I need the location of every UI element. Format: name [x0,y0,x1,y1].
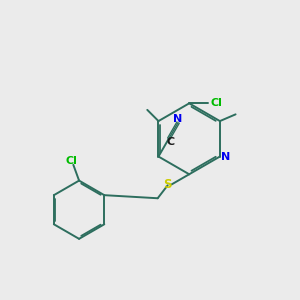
Text: S: S [163,178,171,191]
Text: Cl: Cl [65,156,77,166]
Text: Cl: Cl [211,98,222,108]
Text: N: N [221,152,230,161]
Text: N: N [173,114,183,124]
Text: C: C [166,137,174,147]
